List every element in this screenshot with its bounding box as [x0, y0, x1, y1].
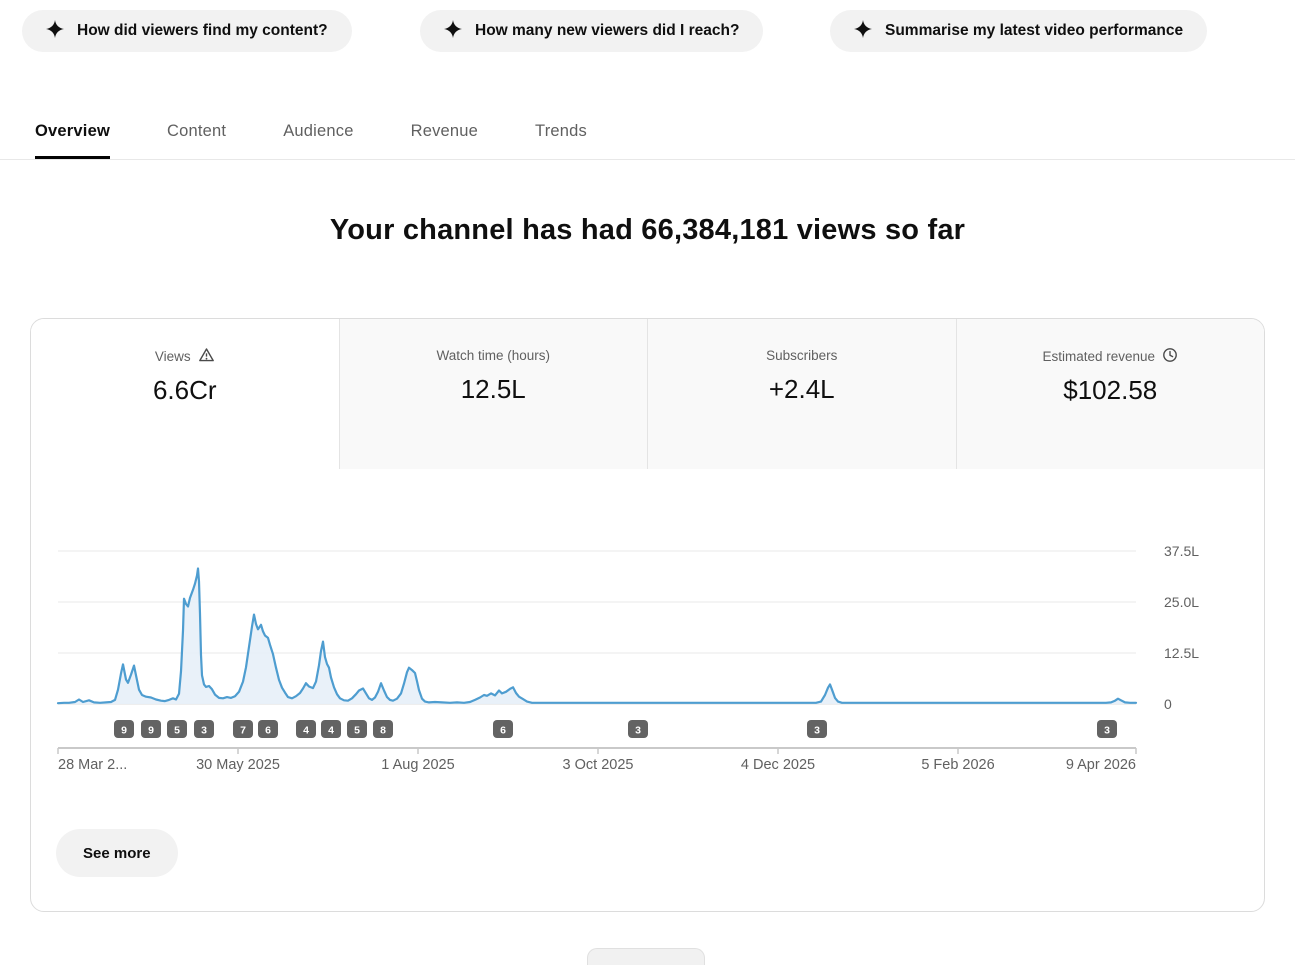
metric-value: $102.58	[1063, 375, 1158, 405]
metric-value: +2.4L	[768, 374, 835, 404]
analytics-card: Views 6.6Cr Watch time (hours) 12.5L Sub…	[30, 318, 1265, 912]
views-area-fill	[58, 568, 1136, 704]
svg-text:3: 3	[201, 725, 207, 737]
suggestion-chip-new-viewers[interactable]: How many new viewers did I reach?	[420, 10, 764, 52]
views-chart-area: 37.5L 25.0L 12.5L 0 28 Mar 2... 30 May 2025 1 …	[31, 521, 1266, 773]
metric-label: Views	[154, 349, 191, 364]
suggestion-chip-how-found[interactable]: How did viewers find my content?	[22, 10, 352, 52]
svg-text:3: 3	[1104, 725, 1110, 737]
see-more-button[interactable]: See more	[56, 829, 178, 877]
metric-value: 6.6Cr	[152, 375, 217, 405]
video-marker-badge[interactable]: 5	[167, 720, 187, 738]
svg-text:5: 5	[174, 725, 180, 737]
warning-icon[interactable]	[198, 347, 215, 366]
sparkle-icon	[46, 19, 64, 43]
suggestion-chip-summarise[interactable]: Summarise my latest video performance	[830, 10, 1208, 52]
tab-content[interactable]: Content	[166, 122, 227, 140]
svg-text:7: 7	[240, 725, 246, 737]
svg-text:6: 6	[265, 725, 271, 737]
video-marker-badge[interactable]: 3	[1097, 720, 1117, 738]
svg-text:9: 9	[121, 725, 127, 737]
metric-value: 12.5L	[460, 374, 526, 404]
metric-label: Watch time (hours)	[436, 348, 551, 363]
video-marker-badge[interactable]: 4	[321, 720, 341, 738]
video-marker-badge[interactable]: 6	[493, 720, 513, 738]
views-line	[56, 567, 1138, 705]
x-axis-tick-label: 4 Dec 2025	[741, 757, 815, 773]
tab-revenue[interactable]: Revenue	[410, 122, 479, 140]
metric-label: Subscribers	[766, 348, 838, 363]
svg-text:5: 5	[354, 725, 360, 737]
x-axis-tick-label: 30 May 2025	[196, 757, 280, 773]
svg-text:4: 4	[303, 725, 309, 737]
suggestion-chip-label: How many new viewers did I reach?	[475, 22, 740, 39]
x-axis-tick-label: 9 Apr 2026	[1066, 757, 1136, 773]
tab-overview[interactable]: Overview	[35, 104, 110, 159]
x-axis-tick-label: 3 Oct 2025	[563, 757, 634, 773]
svg-text:3: 3	[635, 725, 641, 737]
y-axis-tick-label: 25.0L	[1164, 594, 1199, 610]
tab-trends[interactable]: Trends	[535, 122, 587, 140]
next-section-partial	[587, 948, 705, 965]
video-marker-badge[interactable]: 3	[807, 720, 827, 738]
video-marker-badge[interactable]: 9	[141, 720, 161, 738]
video-marker-badge[interactable]: 4	[296, 720, 316, 738]
sparkle-icon	[444, 19, 462, 43]
y-axis-tick-label: 0	[1164, 696, 1172, 712]
tab-audience[interactable]: Audience	[283, 122, 354, 140]
metric-tab-subscribers[interactable]: Subscribers +2.4L	[647, 319, 956, 469]
y-axis-tick-label: 37.5L	[1164, 543, 1199, 559]
y-axis-tick-label: 12.5L	[1164, 645, 1199, 661]
svg-text:8: 8	[380, 725, 386, 737]
metric-tab-views[interactable]: Views 6.6Cr	[31, 319, 339, 469]
page-title: Your channel has had 66,384,181 views so…	[329, 214, 966, 246]
metric-label: Estimated revenue	[1042, 349, 1156, 364]
metric-tabs-row: Views 6.6Cr Watch time (hours) 12.5L Sub…	[31, 319, 1264, 469]
metric-tab-estimated-revenue[interactable]: Estimated revenue $102.58	[955, 319, 1264, 469]
video-marker-badge[interactable]: 5	[347, 720, 367, 738]
svg-text:9: 9	[148, 725, 154, 737]
analytics-nav-tabs: Overview Content Audience Revenue Trends	[0, 104, 1295, 160]
video-marker-badge[interactable]: 7	[233, 720, 253, 738]
video-marker-badge[interactable]: 6	[258, 720, 278, 738]
svg-text:6: 6	[500, 725, 506, 737]
video-marker-badge[interactable]: 3	[194, 720, 214, 738]
video-marker-badge[interactable]: 3	[628, 720, 648, 738]
metric-tab-watch-time[interactable]: Watch time (hours) 12.5L	[338, 319, 647, 469]
suggestion-chip-label: How did viewers find my content?	[77, 22, 328, 39]
views-chart[interactable]: 37.5L 25.0L 12.5L 0 28 Mar 2... 30 May 2025 1 …	[31, 521, 1266, 773]
video-marker-badge[interactable]: 8	[373, 720, 393, 738]
svg-text:3: 3	[814, 725, 820, 737]
video-marker-badge[interactable]: 9	[114, 720, 134, 738]
x-axis-tick-label: 28 Mar 2...	[58, 757, 127, 773]
suggestion-chip-label: Summarise my latest video performance	[885, 22, 1184, 39]
svg-text:4: 4	[328, 725, 334, 737]
x-axis-tick-label: 5 Feb 2026	[921, 757, 994, 773]
x-axis-tick-label: 1 Aug 2025	[381, 757, 454, 773]
clock-icon[interactable]	[1162, 347, 1178, 366]
sparkle-icon	[854, 19, 872, 43]
